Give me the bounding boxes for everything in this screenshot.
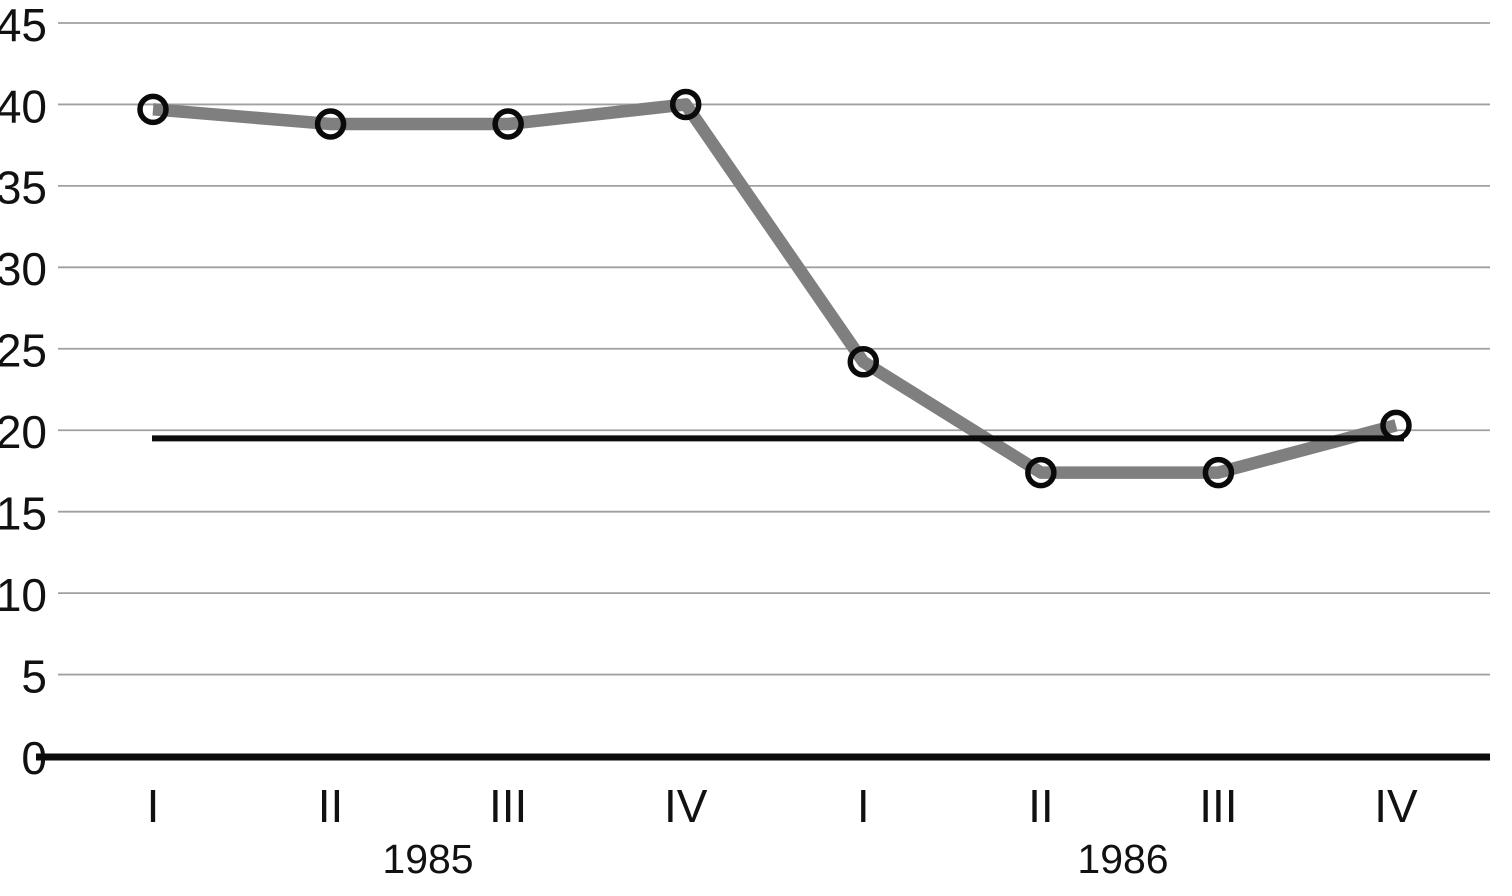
data-point-marker: [492, 108, 524, 140]
x-axis-tick-label: III: [1199, 780, 1237, 832]
y-axis-tick-label-25: 25: [0, 325, 47, 377]
y-axis-tick-label-10: 10: [0, 569, 47, 621]
y-axis-tick-label-40: 40: [0, 80, 47, 132]
y-axis-tick-label-30: 30: [0, 243, 47, 295]
x-axis-tick-label: II: [1028, 780, 1054, 832]
x-axis-tick-label: II: [318, 780, 344, 832]
data-point-marker: [847, 346, 880, 378]
data-point-marker: [669, 88, 702, 121]
y-axis-tick-label-5: 5: [21, 650, 47, 702]
data-point-marker: [1202, 456, 1235, 489]
x-axis-tick-label: IV: [1374, 780, 1418, 832]
year-labels: 1985 1986: [382, 836, 1168, 882]
x-axis-tick-label: III: [489, 780, 527, 832]
gridlines: [58, 22, 1490, 676]
year-label-1985: 1985: [382, 836, 473, 882]
y-axis-tick-label-20: 20: [0, 406, 47, 458]
x-axis-tick-label: IV: [664, 780, 708, 832]
y-axis-tick-label-45: 45: [0, 0, 47, 51]
data-point-marker: [314, 108, 347, 140]
data-point-markers: [137, 88, 1412, 489]
year-label-1986: 1986: [1077, 836, 1168, 882]
x-axis-tick-label: I: [147, 780, 160, 832]
series-line: [152, 98, 1398, 479]
x-axis-tick-label: I: [857, 780, 870, 832]
y-axis-tick-label-15: 15: [0, 488, 47, 540]
y-axis-tick-label-35: 35: [0, 162, 47, 214]
x-axis-tick-labels: I II III IV I II III IV: [147, 780, 1418, 832]
data-point-marker: [1380, 409, 1412, 442]
data-point-marker: [1025, 456, 1057, 489]
data-point-marker: [137, 93, 169, 126]
